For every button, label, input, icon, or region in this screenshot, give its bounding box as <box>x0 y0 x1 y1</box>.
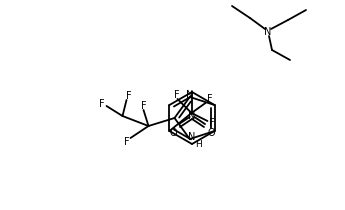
Text: F: F <box>126 91 131 101</box>
Text: N: N <box>188 132 196 142</box>
Text: O: O <box>207 128 215 138</box>
Text: F: F <box>124 137 129 147</box>
Text: F: F <box>99 99 104 109</box>
Text: N: N <box>186 90 194 100</box>
Text: F: F <box>207 94 212 104</box>
Text: O: O <box>169 128 177 138</box>
Text: N: N <box>264 27 272 37</box>
Text: F: F <box>209 118 214 128</box>
Text: H: H <box>195 139 202 148</box>
Text: N: N <box>188 111 196 121</box>
Text: F: F <box>174 90 179 100</box>
Text: F: F <box>141 101 146 111</box>
